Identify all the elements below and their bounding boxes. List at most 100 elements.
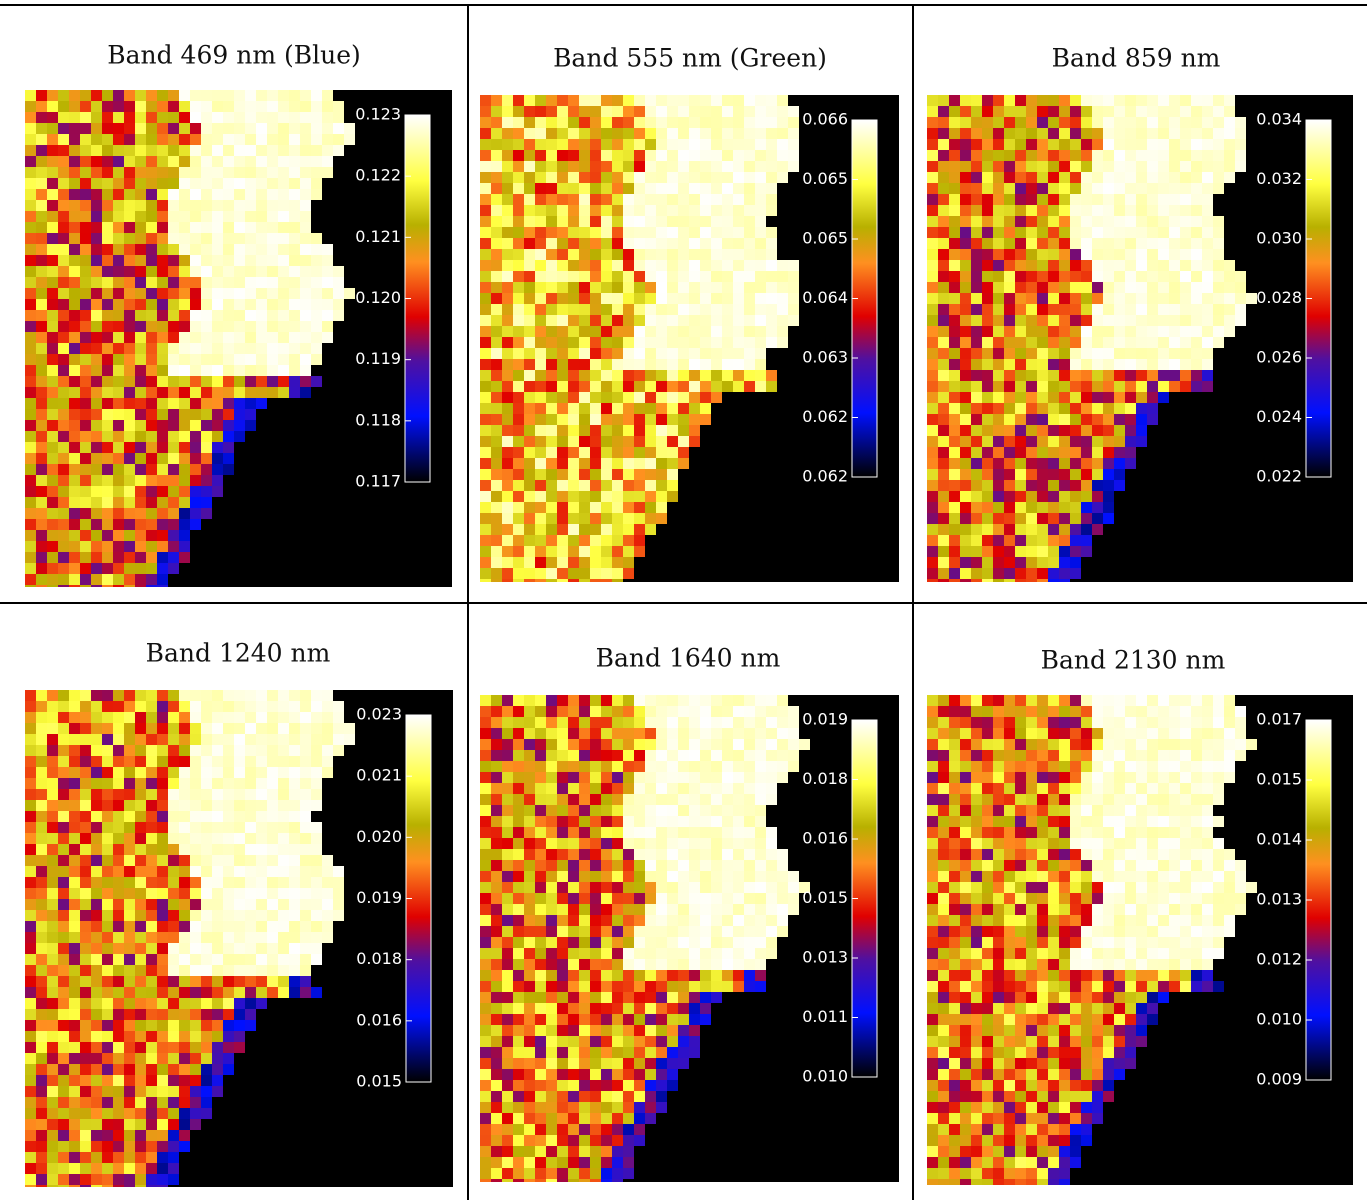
image-pixel [1103, 425, 1114, 436]
image-pixel [179, 299, 190, 310]
image-pixel [256, 123, 267, 134]
image-pixel [513, 524, 524, 535]
image-pixel [711, 238, 722, 249]
image-pixel [25, 563, 36, 574]
image-pixel [667, 282, 678, 293]
image-pixel [1103, 381, 1114, 392]
image-pixel [524, 425, 535, 436]
image-pixel [113, 442, 124, 453]
image-pixel [982, 249, 993, 260]
image-pixel [927, 260, 938, 271]
image-pixel [278, 822, 289, 833]
image-pixel [102, 888, 113, 899]
image-pixel [645, 260, 656, 271]
image-pixel [1004, 161, 1015, 172]
image-pixel [47, 519, 58, 530]
image-pixel [546, 348, 557, 359]
image-pixel [590, 915, 601, 926]
image-pixel [256, 943, 267, 954]
image-pixel [535, 271, 546, 282]
image-pixel [1103, 106, 1114, 117]
image-pixel [1224, 304, 1235, 315]
page: {"panels": [ {"title": "Band 469 nm (Blu… [0, 0, 1367, 1200]
image-pixel [568, 293, 579, 304]
image-pixel [256, 910, 267, 921]
image-pixel [513, 706, 524, 717]
image-pixel [179, 244, 190, 255]
image-pixel [223, 178, 234, 189]
image-pixel [201, 998, 212, 1009]
image-pixel [546, 761, 557, 772]
image-pixel [91, 332, 102, 343]
image-pixel [311, 888, 322, 899]
image-pixel [1048, 183, 1059, 194]
image-pixel [201, 200, 212, 211]
image-pixel [524, 816, 535, 827]
image-pixel [645, 194, 656, 205]
image-pixel [788, 139, 799, 150]
image-pixel [1092, 161, 1103, 172]
image-pixel [124, 1163, 135, 1174]
image-pixel [1037, 205, 1048, 216]
image-pixel [278, 90, 289, 101]
image-pixel [135, 1185, 146, 1187]
image-pixel [480, 425, 491, 436]
image-pixel [711, 893, 722, 904]
image-pixel [1180, 238, 1191, 249]
image-pixel [278, 211, 289, 222]
image-pixel [524, 480, 535, 491]
image-pixel [146, 899, 157, 910]
image-pixel [47, 266, 58, 277]
image-pixel [711, 183, 722, 194]
image-pixel [25, 1086, 36, 1097]
image-pixel [678, 772, 689, 783]
image-pixel [689, 381, 700, 392]
image-pixel [480, 502, 491, 513]
image-pixel [524, 414, 535, 425]
image-pixel [949, 436, 960, 447]
image-pixel [711, 871, 722, 882]
image-pixel [1103, 161, 1114, 172]
image-pixel [1092, 447, 1103, 458]
image-pixel [568, 728, 579, 739]
image-pixel [157, 112, 168, 123]
image-pixel [322, 288, 333, 299]
image-pixel [722, 216, 733, 227]
image-pixel [212, 910, 223, 921]
image-pixel [579, 458, 590, 469]
image-pixel [513, 750, 524, 761]
image-pixel [1015, 304, 1026, 315]
image-pixel [278, 365, 289, 376]
image-pixel [25, 398, 36, 409]
image-pixel [25, 1064, 36, 1075]
image-pixel [80, 530, 91, 541]
image-pixel [267, 943, 278, 954]
image-pixel [480, 326, 491, 337]
image-pixel [135, 943, 146, 954]
image-pixel [1125, 271, 1136, 282]
image-pixel [634, 458, 645, 469]
image-pixel [58, 123, 69, 134]
image-pixel [58, 910, 69, 921]
image-pixel [1235, 128, 1246, 139]
image-pixel [667, 128, 678, 139]
image-pixel [124, 475, 135, 486]
image-pixel [777, 106, 788, 117]
image-pixel [245, 233, 256, 244]
image-pixel [689, 205, 700, 216]
image-pixel [1114, 425, 1125, 436]
image-pixel [135, 255, 146, 266]
image-pixel [623, 139, 634, 150]
image-pixel [80, 475, 91, 486]
image-pixel [80, 789, 91, 800]
image-pixel [113, 1064, 124, 1075]
image-pixel [524, 205, 535, 216]
image-pixel [80, 866, 91, 877]
image-pixel [212, 778, 223, 789]
image-pixel [524, 227, 535, 238]
image-pixel [1114, 359, 1125, 370]
image-pixel [212, 156, 223, 167]
image-pixel [667, 370, 678, 381]
image-pixel [733, 359, 744, 370]
image-pixel [557, 139, 568, 150]
